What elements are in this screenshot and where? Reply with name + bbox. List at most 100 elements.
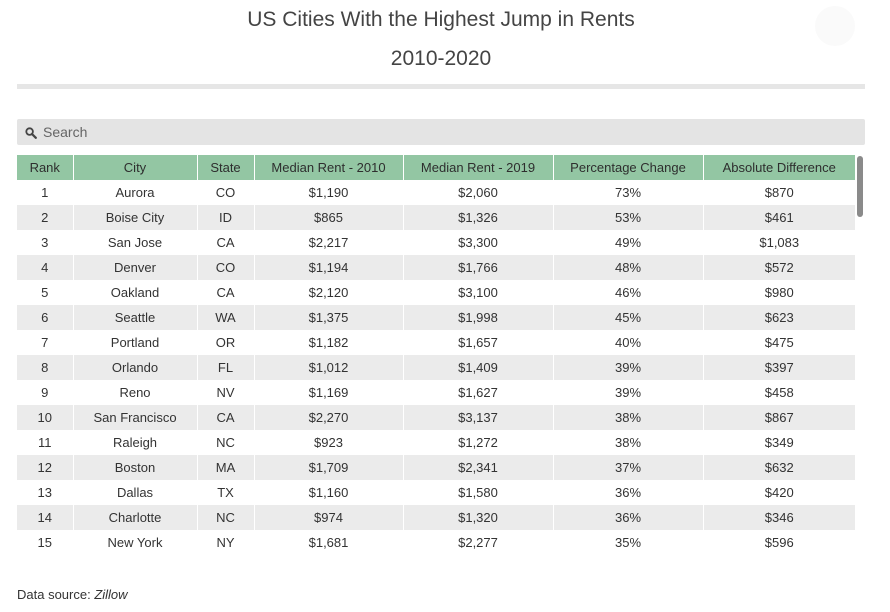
table-cell: $1,012	[254, 355, 404, 380]
page-title: US Cities With the Highest Jump in Rents	[247, 8, 635, 31]
scrollbar-thumb[interactable]	[857, 156, 863, 217]
table-cell: $870	[703, 180, 855, 205]
table-cell: 14	[17, 505, 74, 530]
table-cell: 39%	[553, 380, 704, 405]
table-cell: 3	[17, 230, 74, 255]
table-cell: $458	[703, 380, 855, 405]
table-cell: $461	[703, 205, 855, 230]
corner-button[interactable]	[815, 6, 855, 46]
table-cell: 2	[17, 205, 74, 230]
table-cell: TX	[197, 480, 255, 505]
table-cell: 40%	[553, 330, 704, 355]
title-divider	[17, 84, 865, 89]
column-header[interactable]: Percentage Change	[553, 155, 704, 180]
table-cell: $596	[703, 530, 855, 555]
table-row: 9 Reno NV $1,169 $1,627 39% $458	[17, 380, 855, 405]
search-input[interactable]	[41, 124, 825, 140]
table-row: 8 Orlando FL $1,012 $1,409 39% $397	[17, 355, 855, 380]
table-cell: CO	[197, 255, 255, 280]
table-cell: $1,190	[254, 180, 404, 205]
column-header[interactable]: Median Rent - 2019	[403, 155, 554, 180]
table-cell: $980	[703, 280, 855, 305]
table-cell: $420	[703, 480, 855, 505]
table-cell: Aurora	[73, 180, 198, 205]
table-cell: $1,194	[254, 255, 404, 280]
table-cell: CA	[197, 280, 255, 305]
table-cell: 12	[17, 455, 74, 480]
table-cell: ID	[197, 205, 255, 230]
table-cell: Seattle	[73, 305, 198, 330]
table-cell: 6	[17, 305, 74, 330]
table-row: 15 New York NY $1,681 $2,277 35% $596	[17, 530, 855, 555]
table-cell: $3,300	[403, 230, 554, 255]
table-cell: OR	[197, 330, 255, 355]
table-cell: 45%	[553, 305, 704, 330]
table-cell: $1,326	[403, 205, 554, 230]
table-cell: $1,709	[254, 455, 404, 480]
table-cell: $572	[703, 255, 855, 280]
table-cell: 37%	[553, 455, 704, 480]
table-cell: $3,137	[403, 405, 554, 430]
table-row: 14 Charlotte NC $974 $1,320 36% $346	[17, 505, 855, 530]
table-cell: NC	[197, 430, 255, 455]
table-cell: NV	[197, 380, 255, 405]
table-cell: Raleigh	[73, 430, 198, 455]
table-cell: $1,409	[403, 355, 554, 380]
table-cell: Boston	[73, 455, 198, 480]
table-cell: CA	[197, 230, 255, 255]
column-header[interactable]: Absolute Difference	[703, 155, 855, 180]
rents-table: Rank City State Median Rent - 2010 Median Re…	[17, 155, 855, 555]
table-cell: $2,341	[403, 455, 554, 480]
table-cell: $1,169	[254, 380, 404, 405]
table-cell: CO	[197, 180, 255, 205]
table-cell: Orlando	[73, 355, 198, 380]
table-cell: 4	[17, 255, 74, 280]
table-row: 1 Aurora CO $1,190 $2,060 73% $870	[17, 180, 855, 205]
table-cell: $1,657	[403, 330, 554, 355]
table-cell: 36%	[553, 505, 704, 530]
table-cell: $1,320	[403, 505, 554, 530]
table-cell: Portland	[73, 330, 198, 355]
table-cell: 38%	[553, 430, 704, 455]
table-cell: Reno	[73, 380, 198, 405]
table-cell: 10	[17, 405, 74, 430]
table-cell: Dallas	[73, 480, 198, 505]
table-cell: $923	[254, 430, 404, 455]
table-cell: WA	[197, 305, 255, 330]
column-header[interactable]: Rank	[17, 155, 74, 180]
table-cell: Boise City	[73, 205, 198, 230]
table-cell: NC	[197, 505, 255, 530]
source-label: Data source:	[17, 587, 95, 602]
table-cell: $346	[703, 505, 855, 530]
table-cell: $867	[703, 405, 855, 430]
page-subtitle: 2010-2020	[390, 47, 492, 70]
table-row: 4 Denver CO $1,194 $1,766 48% $572	[17, 255, 855, 280]
table-cell: $1,681	[254, 530, 404, 555]
table-cell: CA	[197, 405, 255, 430]
table-cell: Charlotte	[73, 505, 198, 530]
table-cell: $2,270	[254, 405, 404, 430]
table-row: 13 Dallas TX $1,160 $1,580 36% $420	[17, 480, 855, 505]
table-cell: 15	[17, 530, 74, 555]
table-cell: 5	[17, 280, 74, 305]
table-cell: $1,160	[254, 480, 404, 505]
table-header-row: Rank City State Median Rent - 2010 Median Re…	[17, 155, 855, 180]
table-cell: $623	[703, 305, 855, 330]
table-cell: MA	[197, 455, 255, 480]
column-header[interactable]: Median Rent - 2010	[254, 155, 404, 180]
search-bar[interactable]	[17, 119, 865, 145]
table-cell: 49%	[553, 230, 704, 255]
table-row: 3 San Jose CA $2,217 $3,300 49% $1,083	[17, 230, 855, 255]
table-row: 2 Boise City ID $865 $1,326 53% $461	[17, 205, 855, 230]
data-table-container: Rank City State Median Rent - 2010 Median Re…	[17, 155, 855, 555]
column-header[interactable]: State	[197, 155, 255, 180]
column-header[interactable]: City	[73, 155, 198, 180]
table-cell: 38%	[553, 405, 704, 430]
table-cell: FL	[197, 355, 255, 380]
scrollbar[interactable]	[857, 155, 865, 555]
table-cell: NY	[197, 530, 255, 555]
table-cell: 7	[17, 330, 74, 355]
table-cell: 53%	[553, 205, 704, 230]
table-cell: $974	[254, 505, 404, 530]
table-cell: 35%	[553, 530, 704, 555]
